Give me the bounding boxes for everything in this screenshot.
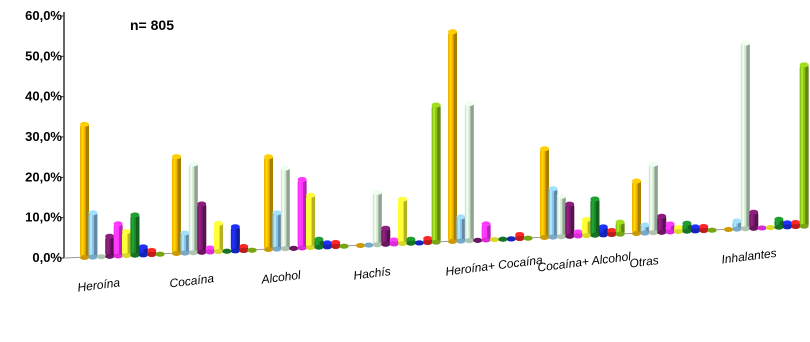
bar [239, 244, 249, 254]
bar [122, 228, 131, 259]
bar [96, 254, 106, 260]
x-tick-label: Hachís [353, 264, 392, 282]
bar [147, 248, 157, 258]
bar [640, 222, 650, 236]
bar [799, 62, 809, 229]
bar [523, 235, 533, 241]
bar [607, 228, 617, 238]
bar [690, 224, 700, 234]
y-tick-label: 50,0% [25, 48, 62, 63]
bar [448, 29, 457, 244]
bar [423, 236, 433, 246]
bar [314, 236, 324, 250]
bar [632, 178, 641, 236]
y-tick-labels: 0,0% 10,0% 20,0% 30,0% 40,0% 50,0% 60,0% [25, 8, 62, 265]
bar [740, 40, 750, 232]
x-tick-label: Heroína [77, 275, 121, 294]
bar [247, 247, 257, 253]
bar [280, 165, 290, 252]
bar [548, 186, 558, 240]
bar [515, 232, 525, 242]
bar [398, 196, 407, 247]
bar [138, 244, 148, 258]
bar [782, 220, 792, 230]
bar [289, 245, 299, 251]
bar [490, 237, 499, 243]
bar [389, 237, 399, 247]
bar [556, 193, 566, 240]
bar [540, 146, 549, 240]
bar [331, 240, 341, 250]
bar [306, 192, 315, 251]
bar [339, 243, 349, 249]
bar [757, 225, 767, 231]
bar [431, 102, 441, 245]
sample-size-annotation: n= 805 [130, 17, 174, 33]
bar [264, 154, 273, 252]
bar [130, 212, 140, 258]
bar [707, 227, 717, 233]
bar [456, 214, 466, 244]
bar [414, 240, 424, 246]
y-tick-label: 60,0% [25, 8, 62, 23]
bar [598, 224, 608, 238]
bar [590, 196, 600, 238]
bar [724, 226, 733, 232]
bar [481, 221, 491, 243]
y-tick-label: 40,0% [25, 89, 62, 104]
bar [582, 217, 591, 239]
y-tick-label: 0,0% [32, 250, 62, 265]
bar [230, 224, 240, 254]
bar [674, 225, 683, 235]
bars [80, 29, 809, 260]
x-tick-label: Inhalantes [721, 246, 778, 267]
bar [774, 216, 784, 230]
bar [214, 220, 223, 255]
bar [105, 233, 115, 259]
bar [80, 121, 89, 260]
bar [88, 210, 98, 260]
bar [732, 218, 742, 232]
bar [665, 221, 675, 235]
bar [749, 209, 759, 231]
bar [498, 236, 508, 242]
bar [155, 251, 165, 257]
bar [172, 154, 181, 256]
bar [297, 176, 307, 251]
bar [406, 236, 416, 246]
bar [766, 225, 775, 231]
bar [197, 201, 207, 255]
bar [791, 220, 801, 230]
bar [322, 240, 332, 250]
x-tick-label: Heroína+ Cocaína [445, 253, 544, 279]
x-tick-label: Otras [629, 253, 660, 270]
bar [272, 210, 282, 252]
bar [464, 101, 474, 244]
bar [188, 161, 198, 256]
bar [506, 236, 516, 242]
y-tick-label: 30,0% [25, 129, 62, 144]
bar [381, 225, 391, 247]
bar [573, 229, 583, 239]
bar [682, 220, 692, 234]
bar [657, 213, 667, 235]
x-tick-label: Alcohol [260, 268, 302, 287]
bar [356, 242, 365, 248]
bar [615, 219, 625, 237]
y-tick-label: 20,0% [25, 169, 62, 184]
y-tick-label: 10,0% [25, 210, 62, 225]
x-tick-label: Cocaína+ Alcohol [537, 249, 632, 274]
bar [364, 242, 374, 248]
bar [113, 221, 123, 259]
bar [372, 189, 382, 248]
bar [699, 224, 709, 234]
bar [565, 201, 575, 239]
x-tick-label: Cocaína [169, 271, 215, 290]
bar [473, 237, 483, 243]
bar [222, 248, 232, 254]
bar [648, 161, 658, 236]
bar [180, 230, 190, 256]
bar [205, 245, 215, 255]
